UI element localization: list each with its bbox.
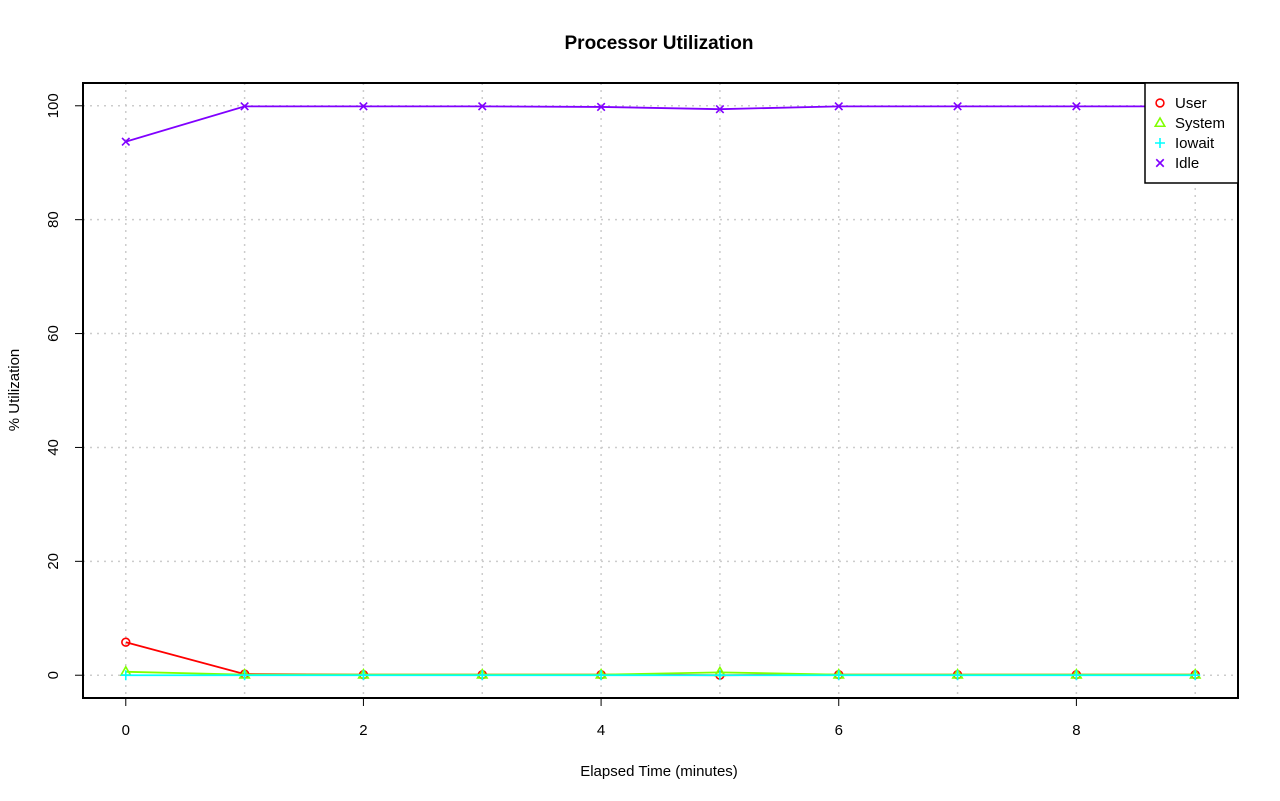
series-iowait <box>120 670 1201 681</box>
series-system <box>119 665 1202 679</box>
series-idle <box>121 102 1200 146</box>
data-point-iowait <box>120 670 131 681</box>
y-tick-label: 0 <box>45 671 62 679</box>
legend-symbol-system <box>1153 116 1167 128</box>
data-point-iowait <box>714 670 725 681</box>
x-tick-label: 4 <box>597 722 605 739</box>
data-point-idle <box>953 102 962 111</box>
y-axis: 0 20 40 60 80 100 <box>45 93 84 679</box>
y-axis-label: % Utilization <box>6 349 23 432</box>
data-point-iowait <box>1190 670 1201 681</box>
legend-label-user: User <box>1175 95 1207 112</box>
legend-symbol-idle <box>1155 158 1165 168</box>
x-axis: 0 2 4 6 8 <box>122 697 1081 739</box>
data-point-idle <box>834 102 844 111</box>
y-tick-label: 100 <box>45 93 62 118</box>
legend-item-user: User <box>1155 95 1207 112</box>
data-point-idle <box>121 137 131 146</box>
y-tick-label: 20 <box>45 553 62 570</box>
data-point-idle <box>1072 102 1081 111</box>
legend-label-iowait: Iowait <box>1175 135 1215 152</box>
data-point-idle <box>240 102 249 111</box>
x-tick-label: 8 <box>1072 722 1080 739</box>
data-point-iowait <box>477 670 488 681</box>
data-point-idle <box>359 102 368 111</box>
legend-label-idle: Idle <box>1175 155 1199 172</box>
series-line-system <box>125 670 1196 676</box>
legend-item-system: System <box>1153 115 1225 132</box>
y-tick-label: 80 <box>45 211 62 228</box>
plot-frame <box>82 82 1239 699</box>
data-point-idle <box>596 102 606 112</box>
chart-title: Processor Utilization <box>565 33 754 54</box>
data-point-iowait <box>833 670 844 681</box>
legend-symbol-iowait <box>1155 138 1165 148</box>
legend-symbol-user <box>1155 98 1165 108</box>
series-line-idle <box>125 105 1196 143</box>
x-axis-label: Elapsed Time (minutes) <box>580 763 738 780</box>
data-point-idle <box>715 104 725 114</box>
series-line-user <box>125 641 1196 677</box>
series-layer <box>119 102 1202 681</box>
legend: User System Iowait Idle <box>1144 82 1239 184</box>
y-tick-label: 60 <box>45 325 62 342</box>
data-point-iowait <box>596 670 607 681</box>
data-point-iowait <box>952 670 963 681</box>
x-tick-label: 2 <box>359 722 367 739</box>
data-point-iowait <box>239 670 250 681</box>
x-tick-label: 6 <box>835 722 843 739</box>
grid <box>83 83 1238 698</box>
y-tick-label: 40 <box>45 439 62 456</box>
legend-label-system: System <box>1175 115 1225 132</box>
data-point-iowait <box>358 670 369 681</box>
legend-item-idle: Idle <box>1155 155 1199 172</box>
legend-item-iowait: Iowait <box>1155 135 1215 152</box>
data-point-idle <box>477 102 487 111</box>
x-tick-label: 0 <box>122 722 130 739</box>
data-point-iowait <box>1071 670 1082 681</box>
data-point-user <box>121 637 131 647</box>
